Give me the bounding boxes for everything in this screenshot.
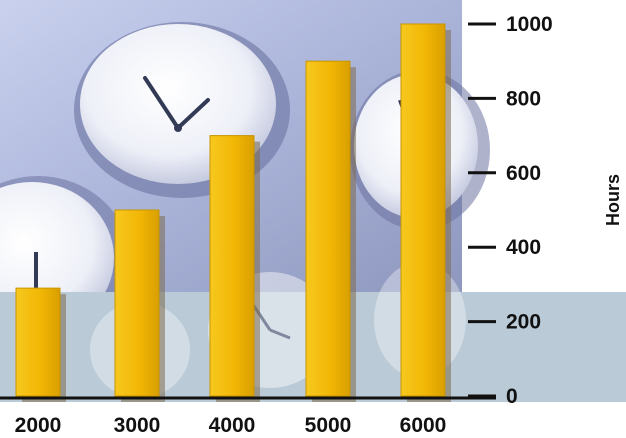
x-tick-label-3000: 3000 (114, 414, 161, 437)
x-tick-label-4000: 4000 (209, 414, 256, 437)
x-tick-label-2000: 2000 (15, 414, 62, 437)
bar-5000 (305, 60, 351, 397)
y-tick-label-0: 0 (506, 385, 518, 408)
y-tick-label-200: 200 (506, 311, 541, 334)
y-tick-label-1000: 1000 (506, 13, 553, 36)
y-tick-label-400: 400 (506, 236, 541, 259)
y-tick-label-600: 600 (506, 162, 541, 185)
y-axis-title: Hours (603, 174, 623, 226)
y-tick-label-800: 800 (506, 87, 541, 110)
x-tick-label-5000: 5000 (305, 414, 352, 437)
bar-2000 (15, 287, 61, 397)
bar-3000 (114, 209, 160, 397)
bar-4000 (209, 135, 255, 397)
x-tick-label-6000: 6000 (400, 414, 447, 437)
bar-6000 (400, 23, 446, 397)
